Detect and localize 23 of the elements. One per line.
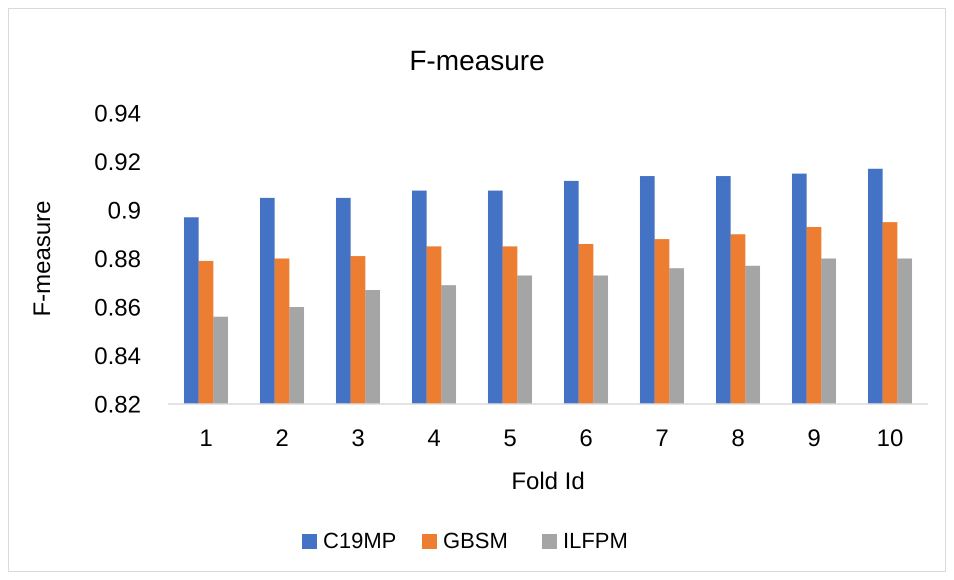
x-tick-label: 7: [655, 425, 669, 452]
x-tick-label: 3: [351, 425, 365, 452]
y-tick-label: 0.88: [94, 246, 141, 273]
x-tick-label: 4: [427, 425, 441, 452]
legend-label: C19MP: [323, 528, 396, 553]
chart-title: F-measure: [409, 45, 545, 76]
legend-label: GBSM: [443, 528, 508, 553]
x-axis-title: Fold Id: [511, 468, 585, 495]
x-tick-label: 5: [503, 425, 517, 452]
x-tick-label: 8: [731, 425, 745, 452]
x-tick-label: 6: [579, 425, 593, 452]
y-axis-title: F-measure: [29, 200, 56, 317]
y-tick-label: 0.9: [108, 197, 141, 224]
x-tick-label: 9: [807, 425, 821, 452]
y-tick-label: 0.94: [94, 100, 141, 128]
x-tick-label: 10: [876, 425, 904, 452]
x-tick-label: 2: [275, 425, 289, 452]
y-tick-label: 0.84: [94, 342, 141, 370]
y-tick-label: 0.92: [94, 148, 141, 176]
y-tick-label: 0.82: [94, 391, 141, 418]
x-tick-label: 1: [199, 425, 213, 452]
y-tick-label: 0.86: [94, 294, 141, 322]
legend-label: ILFPM: [563, 528, 628, 553]
